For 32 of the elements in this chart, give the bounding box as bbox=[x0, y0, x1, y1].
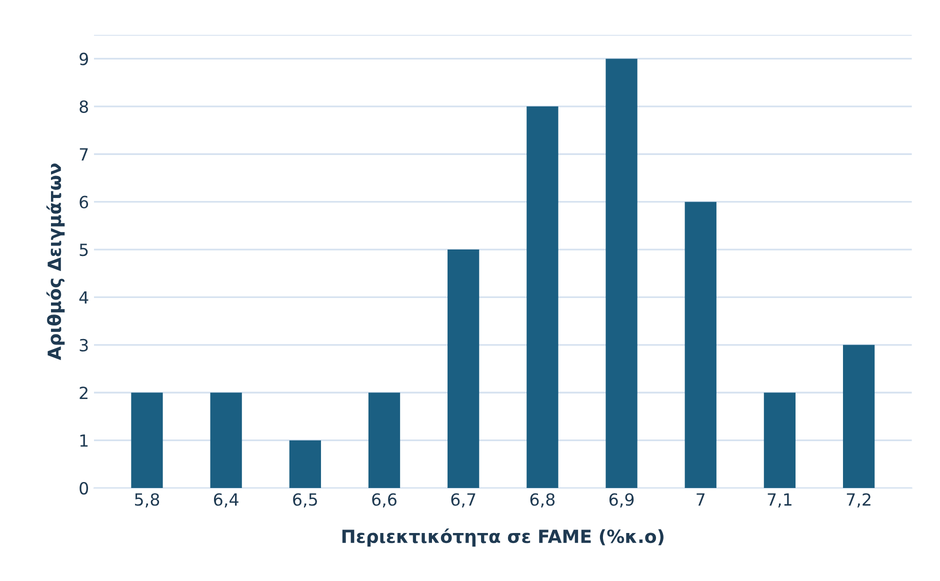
y-axis-title: Αριθμός Δειγμάτων bbox=[46, 163, 65, 360]
y-tick-label: 7 bbox=[80, 148, 88, 160]
y-tick-label: 4 bbox=[79, 291, 88, 304]
bar bbox=[764, 392, 796, 488]
bar bbox=[289, 440, 321, 488]
x-tick-label: 6,7 bbox=[451, 493, 476, 508]
x-tick-label: 6,8 bbox=[530, 493, 555, 508]
x-tick-label: 7,1 bbox=[768, 493, 792, 508]
bar bbox=[368, 392, 400, 488]
y-tick-label: 3 bbox=[80, 338, 88, 352]
y-tick-label: 6 bbox=[80, 196, 88, 208]
bar bbox=[606, 58, 638, 488]
x-tick-label: 7,2 bbox=[846, 493, 870, 508]
y-tick-label: 1 bbox=[80, 434, 88, 447]
bar bbox=[131, 392, 163, 488]
x-tick-label: 6,5 bbox=[293, 493, 317, 508]
x-axis-title: Περιεκτικότητα σε FAME (%κ.ο) bbox=[342, 528, 664, 547]
bar bbox=[842, 344, 875, 488]
y-tick-label: 2 bbox=[80, 386, 88, 399]
y-tick-label: 5 bbox=[80, 244, 88, 256]
bar bbox=[684, 202, 716, 488]
bar bbox=[448, 250, 480, 488]
y-tick-label: 0 bbox=[80, 482, 88, 495]
x-tick-label: 6,6 bbox=[372, 493, 396, 508]
x-tick-label: 6,9 bbox=[609, 493, 634, 508]
bar bbox=[526, 106, 558, 488]
y-tick-label: 9 bbox=[80, 52, 88, 66]
x-tick-label: 6,4 bbox=[214, 493, 238, 508]
bar bbox=[210, 392, 242, 488]
x-tick-label: 7 bbox=[696, 493, 705, 506]
y-tick-label: 8 bbox=[80, 100, 88, 113]
x-tick-label: 5,8 bbox=[135, 493, 160, 508]
